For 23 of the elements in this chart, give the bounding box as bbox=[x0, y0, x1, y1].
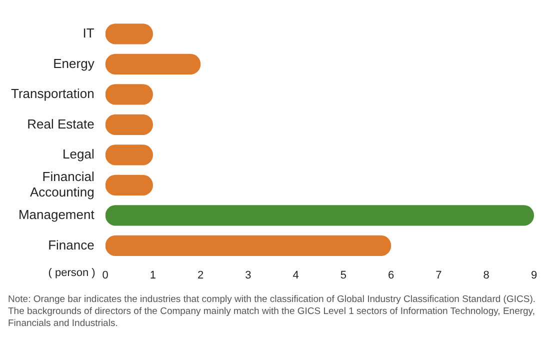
x-tick-label: 8 bbox=[483, 269, 490, 282]
x-tick-label: 9 bbox=[530, 269, 538, 282]
x-axis-title: ( person ) bbox=[48, 266, 96, 279]
x-tick-label: 3 bbox=[245, 269, 252, 282]
text: Note: Orange bar indicates the industries that comply with the classification of Global Industry Classification Standard (GICS). The backgrounds of directors of the Company mainly match with the GICS Level 1 sectors of Information Technology, Energy, Financials and Industrials. bbox=[8, 294, 536, 330]
x-tick-label: 4 bbox=[292, 269, 299, 282]
x-tick-label: 6 bbox=[388, 269, 394, 282]
y-tick-label: Finance bbox=[48, 237, 94, 252]
y-tick-label: Financial Accounting bbox=[30, 168, 94, 200]
x-tick-label: 0 bbox=[102, 269, 108, 282]
y-tick-label: IT bbox=[82, 26, 94, 41]
bar bbox=[105, 205, 534, 226]
bar bbox=[105, 235, 392, 256]
x-tick-label: 7 bbox=[436, 269, 442, 282]
y-tick-label: Management bbox=[18, 207, 95, 222]
y-tick-label: Legal bbox=[62, 146, 94, 162]
y-tick-label: Transportation bbox=[10, 86, 94, 102]
bar bbox=[105, 54, 201, 74]
x-tick-label: 1 bbox=[150, 269, 156, 282]
y-tick-label: Energy bbox=[53, 56, 95, 71]
x-tick-label: 2 bbox=[198, 269, 204, 282]
x-tick-label: 5 bbox=[340, 269, 347, 282]
y-tick-label: Real Estate bbox=[27, 116, 94, 132]
